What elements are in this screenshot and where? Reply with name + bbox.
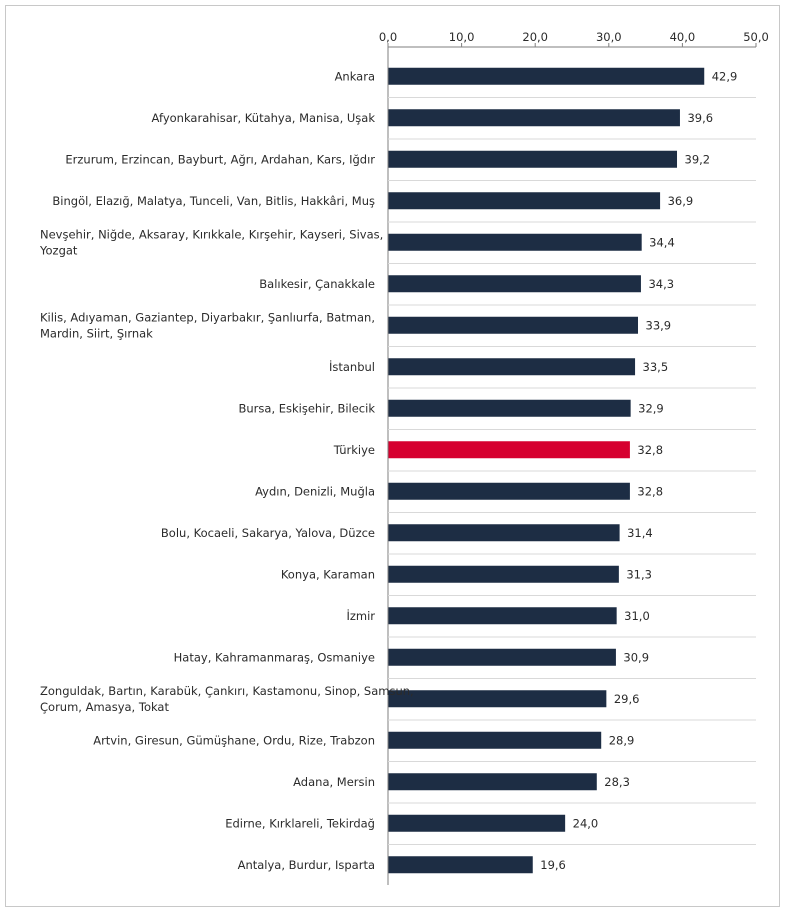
- x-tick-label: 50,0: [743, 30, 769, 44]
- data-label: 29,6: [614, 692, 640, 706]
- data-label: 34,3: [648, 277, 674, 291]
- data-label: 31,4: [627, 526, 653, 540]
- category-label: Nevşehir, Niğde, Aksaray, Kırıkkale, Kır…: [39, 227, 383, 257]
- category-label: Artvin, Giresun, Gümüşhane, Ordu, Rize, …: [93, 733, 375, 747]
- category-label: Edirne, Kırklareli, Tekirdağ: [225, 816, 375, 830]
- data-label: 34,4: [649, 235, 675, 249]
- bar: [388, 233, 642, 251]
- category-label: Bingöl, Elazığ, Malatya, Tunceli, Van, B…: [52, 194, 375, 208]
- bar: [388, 399, 631, 417]
- category-label: Türkiye: [333, 443, 375, 457]
- data-label: 39,2: [685, 152, 711, 166]
- data-label: 36,9: [668, 194, 694, 208]
- data-label: 32,8: [637, 443, 663, 457]
- data-label: 33,5: [643, 360, 669, 374]
- x-tick-label: 10,0: [449, 30, 475, 44]
- category-label: Afyonkarahisar, Kütahya, Manisa, Uşak: [152, 111, 376, 125]
- category-label: İzmir: [346, 608, 375, 623]
- data-label: 33,9: [646, 318, 672, 332]
- data-label: 32,9: [638, 401, 664, 415]
- data-label: 28,9: [609, 733, 635, 747]
- bar: [388, 316, 639, 334]
- bar: [388, 690, 607, 708]
- category-label: Bursa, Eskişehir, Bilecik: [239, 401, 376, 415]
- bar: [388, 648, 616, 666]
- bar: [388, 856, 533, 874]
- category-label: Erzurum, Erzincan, Bayburt, Ağrı, Ardaha…: [65, 152, 375, 166]
- data-label: 19,6: [540, 858, 566, 872]
- bar: [388, 814, 566, 832]
- bar: [388, 441, 630, 459]
- bar: [388, 192, 661, 210]
- data-label: 31,0: [624, 609, 650, 623]
- data-label: 31,3: [626, 567, 652, 581]
- category-label: Ankara: [335, 69, 375, 83]
- category-label: Kilis, Adıyaman, Gaziantep, Diyarbakır, …: [40, 310, 375, 340]
- category-label: Konya, Karaman: [281, 567, 375, 581]
- category-label: Hatay, Kahramanmaraş, Osmaniye: [174, 650, 375, 664]
- bar: [388, 358, 636, 376]
- bar: [388, 773, 597, 791]
- bar: [388, 482, 630, 500]
- bar: [388, 524, 620, 542]
- x-tick-label: 40,0: [670, 30, 696, 44]
- bar: [388, 731, 602, 749]
- bar: [388, 275, 641, 293]
- category-label: Adana, Mersin: [293, 775, 375, 789]
- data-label: 32,8: [637, 484, 663, 498]
- category-label: Bolu, Kocaeli, Sakarya, Yalova, Düzce: [161, 526, 375, 540]
- category-label: İstanbul: [329, 359, 375, 374]
- data-label: 30,9: [623, 650, 649, 664]
- x-tick-label: 20,0: [522, 30, 548, 44]
- category-label: Zonguldak, Bartın, Karabük, Çankırı, Kas…: [40, 684, 414, 714]
- bar: [388, 607, 617, 625]
- category-label: Antalya, Burdur, Isparta: [238, 858, 375, 872]
- bar: [388, 565, 619, 583]
- bar: [388, 150, 678, 168]
- category-label: Balıkesir, Çanakkale: [259, 277, 375, 291]
- data-label: 42,9: [712, 69, 738, 83]
- x-tick-label: 30,0: [596, 30, 622, 44]
- category-label: Aydın, Denizli, Muğla: [255, 484, 375, 498]
- bar: [388, 67, 705, 85]
- data-label: 28,3: [604, 775, 630, 789]
- x-tick-label: 0,0: [379, 30, 397, 44]
- data-label: 39,6: [687, 111, 713, 125]
- bar: [388, 109, 680, 127]
- data-label: 24,0: [573, 816, 599, 830]
